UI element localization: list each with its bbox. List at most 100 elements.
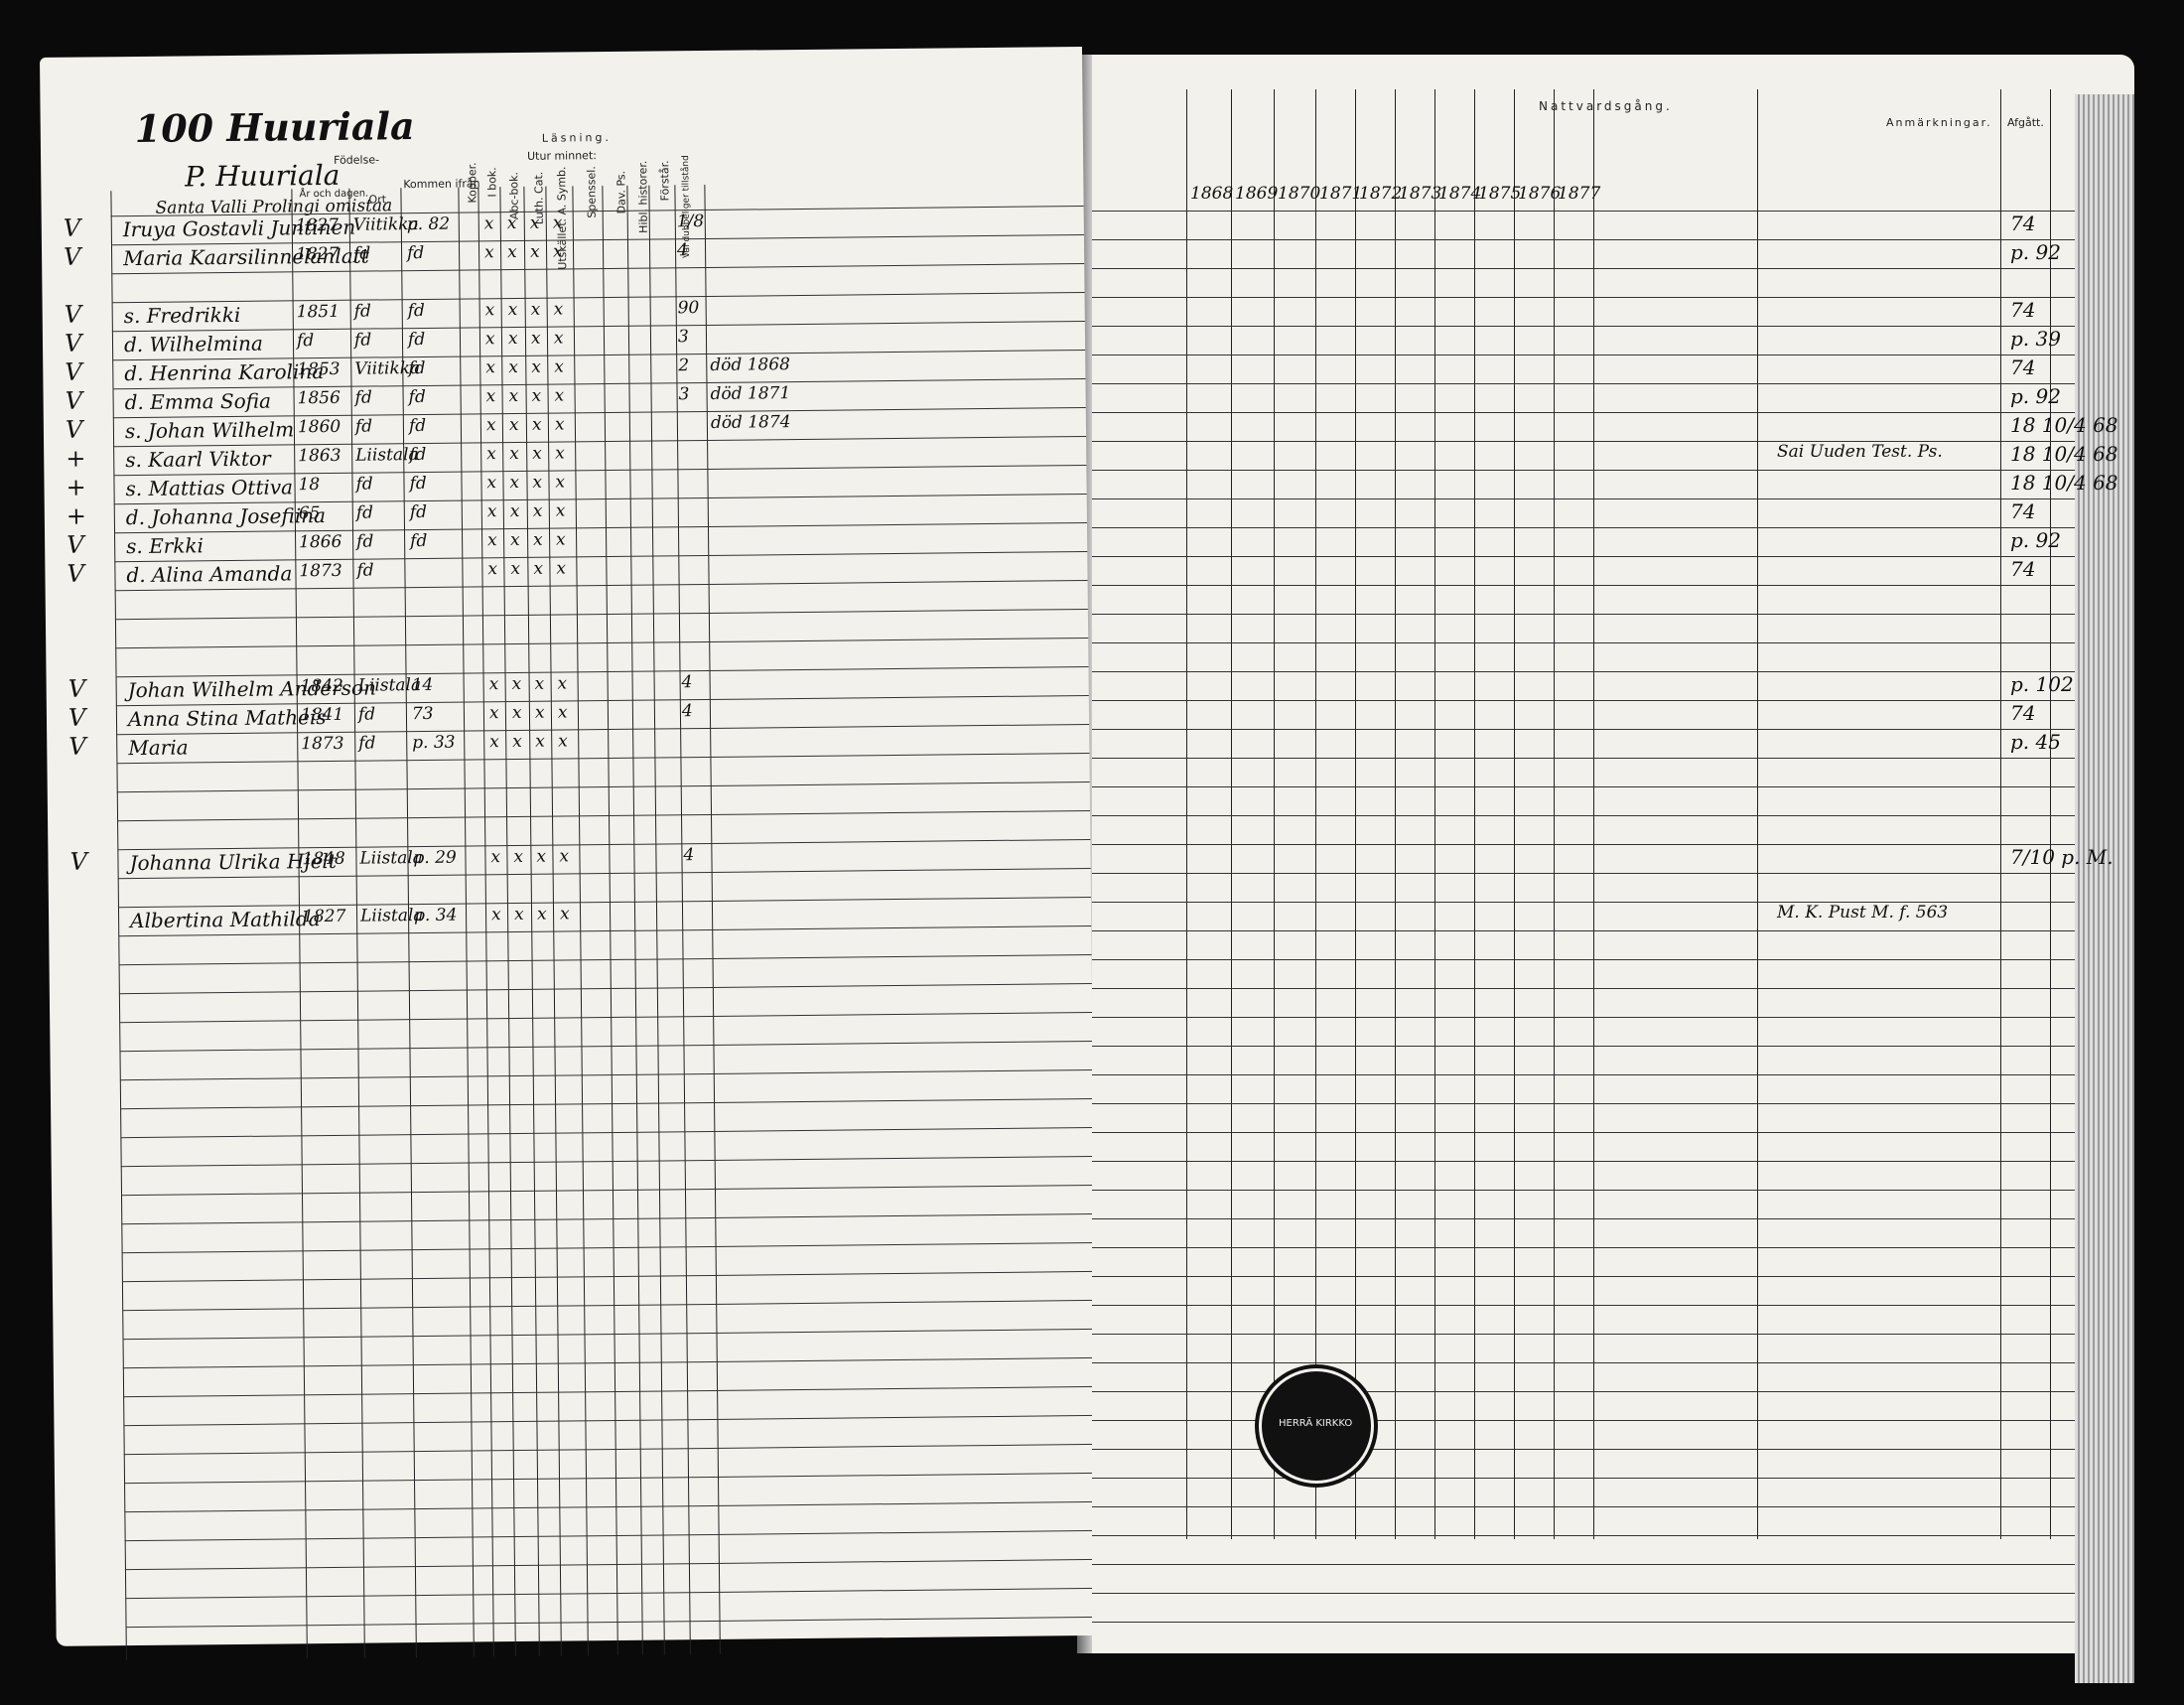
birth-place: fd	[354, 387, 372, 408]
admission-value: 4	[676, 240, 689, 261]
birth-date: 18	[298, 475, 321, 496]
row-rule	[122, 1356, 1096, 1369]
column-rule	[648, 185, 665, 1655]
reading-mark: x	[490, 905, 501, 925]
row-rule	[1092, 1017, 2075, 1018]
page-number: 100	[134, 105, 214, 151]
row-rule	[1092, 1564, 2075, 1565]
row-rule	[1092, 268, 2075, 269]
year-header: 1874	[1438, 184, 1482, 204]
reading-mark: x	[557, 673, 568, 694]
arrived-from: fd	[409, 444, 427, 466]
remark: Sai Uuden Test. Ps.	[1777, 442, 1943, 462]
year-header: 1873	[1399, 184, 1442, 204]
column-rule	[2000, 89, 2001, 1539]
reading-mark: x	[557, 702, 568, 723]
row-rule	[1092, 1478, 2075, 1479]
row-rule	[1092, 1391, 2075, 1392]
reading-mark: x	[506, 241, 517, 263]
reading-mark: x	[508, 356, 518, 378]
column-rule	[626, 185, 643, 1655]
row-rule	[1092, 1132, 2075, 1133]
year-column-rule	[1554, 89, 1555, 1539]
birth-date: 1851	[296, 301, 341, 323]
row-rule	[122, 1328, 1096, 1341]
row-rule	[117, 896, 1091, 909]
reading-mark: x	[555, 472, 566, 493]
birth-place: fd	[353, 330, 372, 351]
reading-mark: x	[555, 443, 565, 464]
reading-mark: x	[506, 213, 517, 234]
row-rule	[1092, 700, 2075, 701]
arrived-from: p. 29	[413, 847, 457, 869]
reading-mark: x	[483, 242, 494, 263]
row-rule	[1092, 1362, 2075, 1363]
row-rule	[1092, 786, 2075, 787]
row-rule	[115, 637, 1089, 649]
column-rule	[572, 186, 589, 1656]
reading-mark: x	[512, 731, 522, 753]
row-rule	[123, 1385, 1097, 1398]
reading-mark: x	[509, 500, 520, 522]
arrived-from: fd	[408, 357, 426, 379]
reading-mark: x	[559, 904, 570, 924]
reading-mark: x	[510, 529, 520, 551]
row-rule	[1092, 1046, 2075, 1047]
birth-date: 1873	[299, 560, 342, 582]
birth-date: 1853	[297, 358, 341, 380]
arrived-from: fd	[409, 501, 428, 523]
birth-place: fd	[356, 560, 374, 581]
row-rule	[1092, 1334, 2075, 1335]
row-rule	[125, 1587, 1099, 1600]
row-rule	[111, 320, 1085, 333]
header-anmarkningar: Anmärkningar.	[1886, 116, 1992, 129]
person-name: d. Alina Amanda	[126, 561, 293, 588]
row-rule	[120, 1184, 1094, 1197]
row-mark: V	[68, 674, 86, 703]
reading-mark: x	[554, 356, 564, 377]
row-rule	[119, 1011, 1093, 1024]
header-lasning: Läsning.	[541, 130, 613, 145]
admission-value: 2	[678, 355, 690, 376]
column-rule	[458, 187, 475, 1657]
afgatt-value: p. 102	[2010, 672, 2074, 696]
reading-mark: x	[485, 386, 496, 407]
year-column-rule	[1315, 89, 1316, 1539]
farm-name: Huuriala	[226, 103, 415, 151]
reading-mark: x	[483, 213, 494, 234]
row-mark: V	[67, 559, 84, 588]
row-rule	[120, 1097, 1094, 1110]
afgatt-value: 74	[2010, 557, 2036, 581]
birth-date: 1848	[302, 848, 345, 870]
arrived-from: fd	[407, 329, 426, 351]
reading-mark: x	[531, 356, 541, 377]
header-ar: År och dagen.	[299, 188, 369, 201]
reading-mark: x	[552, 213, 563, 233]
row-rule	[1092, 729, 2075, 730]
birth-date: 1842	[300, 675, 344, 697]
row-rule	[1092, 1535, 2075, 1536]
row-rule	[1092, 412, 2075, 413]
row-rule	[1092, 1420, 2075, 1421]
afgatt-value: p. 92	[2010, 528, 2061, 552]
row-rule	[124, 1472, 1097, 1485]
birth-date: 1841	[300, 704, 344, 726]
person-name: d. Wilhelmina	[123, 331, 263, 357]
reading-mark: x	[513, 904, 524, 925]
row-mark: V	[65, 357, 82, 386]
reading-mark: x	[536, 904, 547, 924]
reading-mark: x	[532, 472, 543, 493]
reading-mark: x	[554, 414, 565, 435]
column-rule	[1757, 89, 1758, 1539]
year-column-rule	[1395, 89, 1396, 1539]
person-name: Anna Stina Matheis	[127, 705, 327, 732]
row-rule	[114, 550, 1088, 563]
birth-date: 1863	[298, 445, 341, 467]
right-page: Nattvardsgång. Anmärkningar. Afgått. 186…	[1092, 55, 2134, 1683]
row-mark: V	[68, 732, 86, 761]
row-rule	[123, 1414, 1097, 1427]
row-rule	[1092, 585, 2075, 586]
person-name: d. Emma Sofia	[124, 388, 272, 415]
year-header: 1877	[1558, 184, 1601, 204]
reading-mark: x	[529, 213, 540, 233]
